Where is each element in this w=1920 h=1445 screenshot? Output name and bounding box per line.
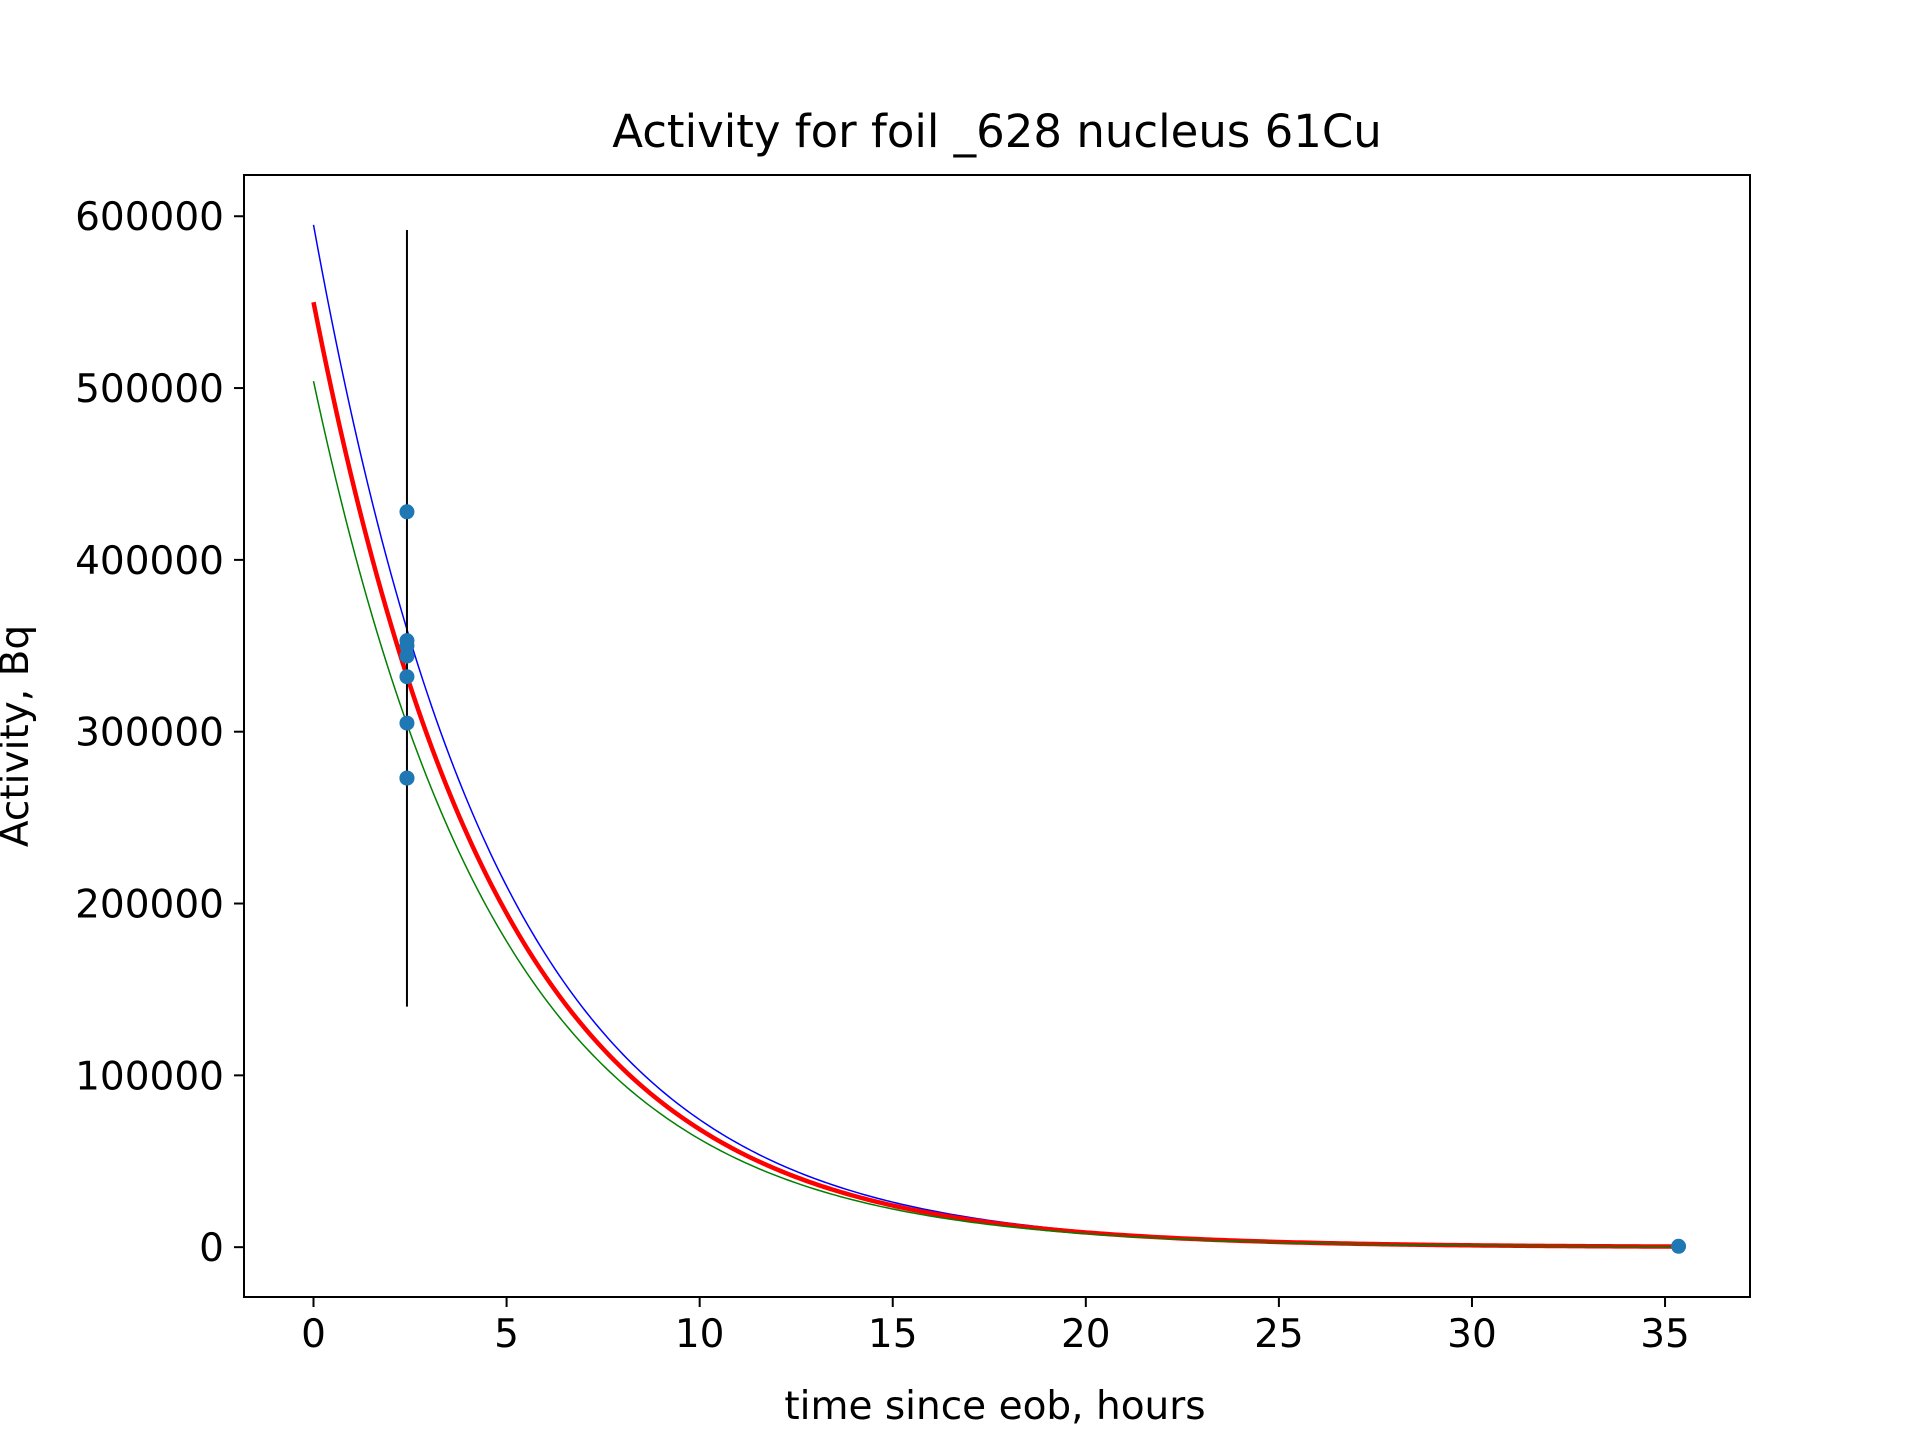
y-tick-label: 400000 [75, 539, 224, 584]
data-point [399, 770, 415, 786]
x-tick-label: 10 [675, 1312, 725, 1357]
data-point [399, 638, 415, 654]
data-point [399, 715, 415, 731]
y-tick-label: 600000 [75, 195, 224, 240]
data-point [399, 648, 415, 664]
y-tick-label: 300000 [75, 711, 224, 756]
x-tick-label: 20 [1061, 1312, 1111, 1357]
y-tick-label: 500000 [75, 367, 224, 412]
fit-curve-3 [312, 381, 1679, 1248]
x-tick-label: 15 [868, 1312, 918, 1357]
plot-frame [243, 174, 1751, 1298]
x-tick-label: 0 [301, 1312, 326, 1357]
chart-title: Activity for foil _628 nucleus 61Cu [612, 105, 1382, 158]
x-axis-label: time since eob, hours [784, 1384, 1205, 1429]
axis-layer: 0 5 10 15 20 25 30 35 0 100000 200000 300000 400000 5… [75, 195, 1690, 1357]
data-point [1671, 1238, 1687, 1254]
data-point [399, 669, 415, 685]
data-point [399, 504, 415, 520]
y-tick-label: 200000 [75, 883, 224, 928]
y-tick-label: 100000 [75, 1054, 224, 1099]
y-tick-label: 0 [199, 1226, 224, 1271]
x-tick-label: 5 [494, 1312, 519, 1357]
x-tick-label: 35 [1640, 1312, 1690, 1357]
x-tick-label: 25 [1254, 1312, 1304, 1357]
plot-layer [311, 224, 1687, 1254]
y-axis-label: Activity, Bq [0, 625, 38, 847]
x-tick-label: 30 [1447, 1312, 1497, 1357]
